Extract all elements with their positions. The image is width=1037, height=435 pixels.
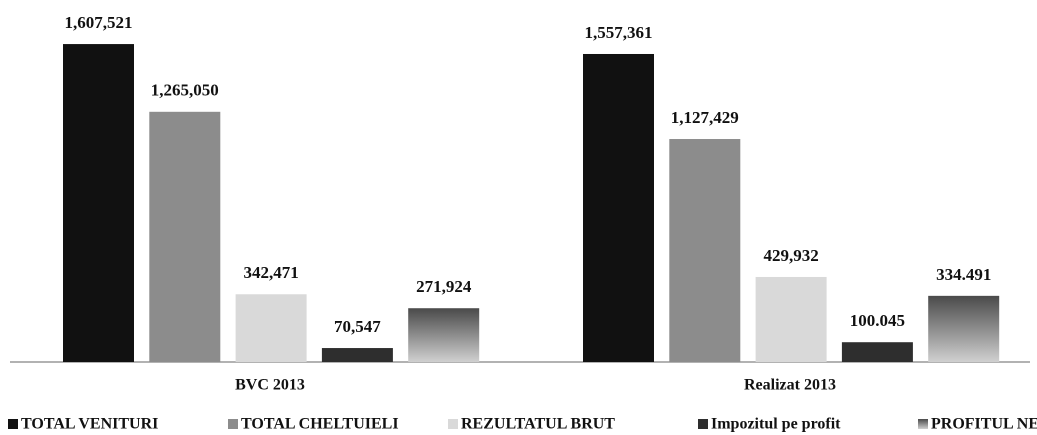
value-label: 70,547 [334,317,381,336]
value-label: 100.045 [850,311,905,330]
legend-swatch [8,419,18,429]
legend-swatch [698,419,708,429]
legend-label: Impozitul pe profit [711,416,841,433]
value-label: 334.491 [936,265,991,284]
value-label: 1,607,521 [65,13,133,32]
legend-swatch [918,419,928,429]
legend-label: TOTAL CHELTUIELI [241,416,399,433]
value-label: 271,924 [416,277,472,296]
bar [321,348,393,362]
legend-label: TOTAL VENITURI [21,416,158,433]
legend-label: PROFITUL NET [931,416,1037,433]
value-label: 1,265,050 [151,81,219,100]
bar [235,294,307,362]
bar [669,139,741,362]
bar [408,308,480,362]
x-tick-label: BVC 2013 [235,377,305,394]
bar [583,53,654,363]
x-tick-label: Realizat 2013 [744,377,836,394]
legend-label: REZULTATUL BRUT [461,416,615,433]
legend-swatch [448,419,458,429]
value-label: 429,932 [763,246,818,265]
value-label: 1,127,429 [671,108,739,127]
value-label: 342,471 [243,263,298,282]
value-label: 1,557,361 [585,23,653,42]
bar [755,276,827,362]
bar [63,44,134,363]
bar [841,342,913,362]
bar [149,111,221,362]
bar [928,295,1000,362]
legend-swatch [228,419,238,429]
